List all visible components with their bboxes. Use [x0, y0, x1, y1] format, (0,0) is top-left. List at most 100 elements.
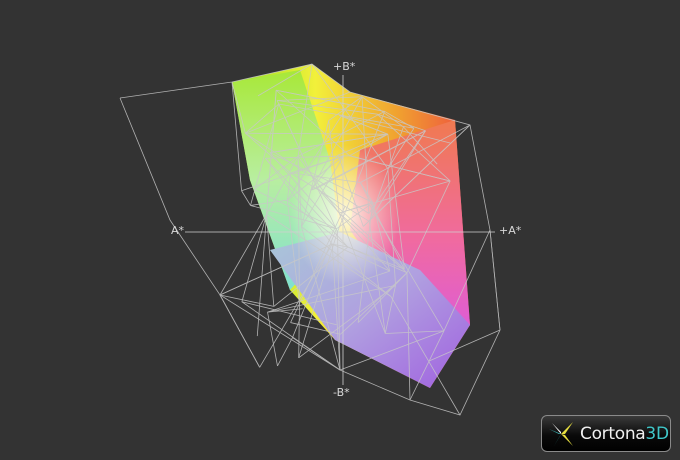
mesh-edge [275, 89, 350, 157]
mesh-edge [269, 152, 337, 230]
mesh-edge [276, 89, 385, 112]
mesh-edge [339, 180, 451, 214]
mesh-edge [245, 132, 291, 174]
mesh-edge [253, 189, 337, 230]
mesh-edge [241, 190, 251, 206]
mesh-edge [301, 226, 392, 297]
mesh-edge [219, 243, 333, 296]
mesh-edge [337, 231, 341, 371]
mesh-edge [267, 284, 396, 313]
mesh-edge [219, 294, 261, 368]
mesh-edge [360, 124, 471, 183]
mesh-edge [298, 304, 300, 358]
mesh-edge [339, 330, 445, 371]
mesh-edge [328, 120, 340, 214]
mesh-edge [297, 156, 300, 305]
mesh-edge [428, 329, 501, 362]
mesh-edge [385, 330, 444, 334]
mesh-edge [368, 130, 426, 214]
mesh-edge [406, 272, 411, 401]
mesh-edge [287, 155, 344, 201]
mesh-edge [267, 308, 303, 313]
mesh-edge [301, 120, 330, 227]
mesh-edge [372, 202, 391, 272]
mesh-edge [387, 128, 415, 169]
mesh-edge [266, 214, 275, 307]
mesh-edge [363, 124, 471, 227]
axis-label-minus-a: A* [171, 224, 185, 237]
logo-text: Cortona3D [580, 423, 669, 444]
mesh-edge [278, 103, 414, 129]
mesh-edge [250, 103, 280, 206]
mesh-edge [292, 228, 337, 338]
mesh-edge [387, 134, 405, 270]
mesh-edge [336, 204, 370, 230]
mesh-edge [219, 294, 274, 307]
mesh-edge [259, 243, 333, 368]
mesh-edge [328, 96, 363, 121]
mesh-edge [331, 244, 341, 371]
mesh-edge [368, 126, 404, 222]
mesh-edge [266, 156, 299, 215]
wireframe-mesh [119, 63, 501, 416]
mesh-edge [266, 90, 277, 215]
mesh-edge [241, 301, 337, 326]
mesh-edge [286, 172, 292, 201]
mesh-edge [337, 111, 386, 232]
mesh-edge [257, 63, 313, 97]
mesh-edge [384, 111, 415, 129]
mesh-edge [368, 221, 386, 334]
mesh-edge [290, 172, 361, 183]
mesh-edge [219, 214, 267, 296]
mesh-edge [377, 113, 426, 132]
mesh-edge [292, 337, 341, 371]
mesh-edge [297, 156, 340, 214]
mesh-edge [298, 285, 396, 359]
mesh-edge [489, 229, 501, 331]
mesh-edge [406, 180, 451, 273]
mesh-edge [311, 63, 389, 169]
mesh-edge [390, 296, 461, 416]
mesh-edge [361, 96, 404, 128]
mesh-edge [349, 133, 389, 157]
mesh-edge [311, 130, 426, 191]
mesh-edge [337, 154, 364, 227]
mesh-edge [267, 270, 390, 313]
mesh-edge [338, 212, 386, 334]
mesh-edge [317, 187, 391, 272]
mesh-edge [245, 91, 351, 134]
mesh-edge [443, 229, 491, 332]
mesh-edge [241, 214, 267, 302]
mesh-edge [368, 130, 426, 222]
axis-label-plus-a: +A* [499, 224, 522, 237]
mesh-edge [277, 337, 293, 367]
mesh-edge [301, 226, 341, 371]
mesh-edge [310, 96, 363, 191]
mesh-edge [384, 285, 396, 334]
mesh-edge [250, 199, 288, 206]
mesh-edge [298, 231, 338, 358]
mesh-edge [357, 202, 374, 323]
mesh-edge [245, 132, 370, 214]
mesh-edge [290, 172, 370, 222]
mesh-edge [290, 205, 346, 323]
mesh-edge [267, 312, 278, 367]
mesh-edge [332, 243, 390, 272]
mesh-edge [231, 81, 242, 191]
mesh-edge [337, 133, 388, 156]
cortona3d-logo[interactable]: Cortona3D [541, 415, 671, 452]
axis-label-minus-b: -B* [333, 386, 350, 399]
mesh-edge [245, 132, 388, 135]
mesh-edge [256, 214, 267, 337]
mesh-edge [278, 103, 318, 189]
mesh-edge [245, 103, 280, 134]
mesh-edge [277, 100, 378, 115]
axis-lines [185, 75, 495, 385]
mesh-edge [269, 133, 388, 154]
cortona-star-icon [549, 421, 573, 446]
mesh-edge [338, 114, 451, 144]
mesh-edge [409, 330, 445, 401]
mesh-edge [301, 155, 344, 227]
